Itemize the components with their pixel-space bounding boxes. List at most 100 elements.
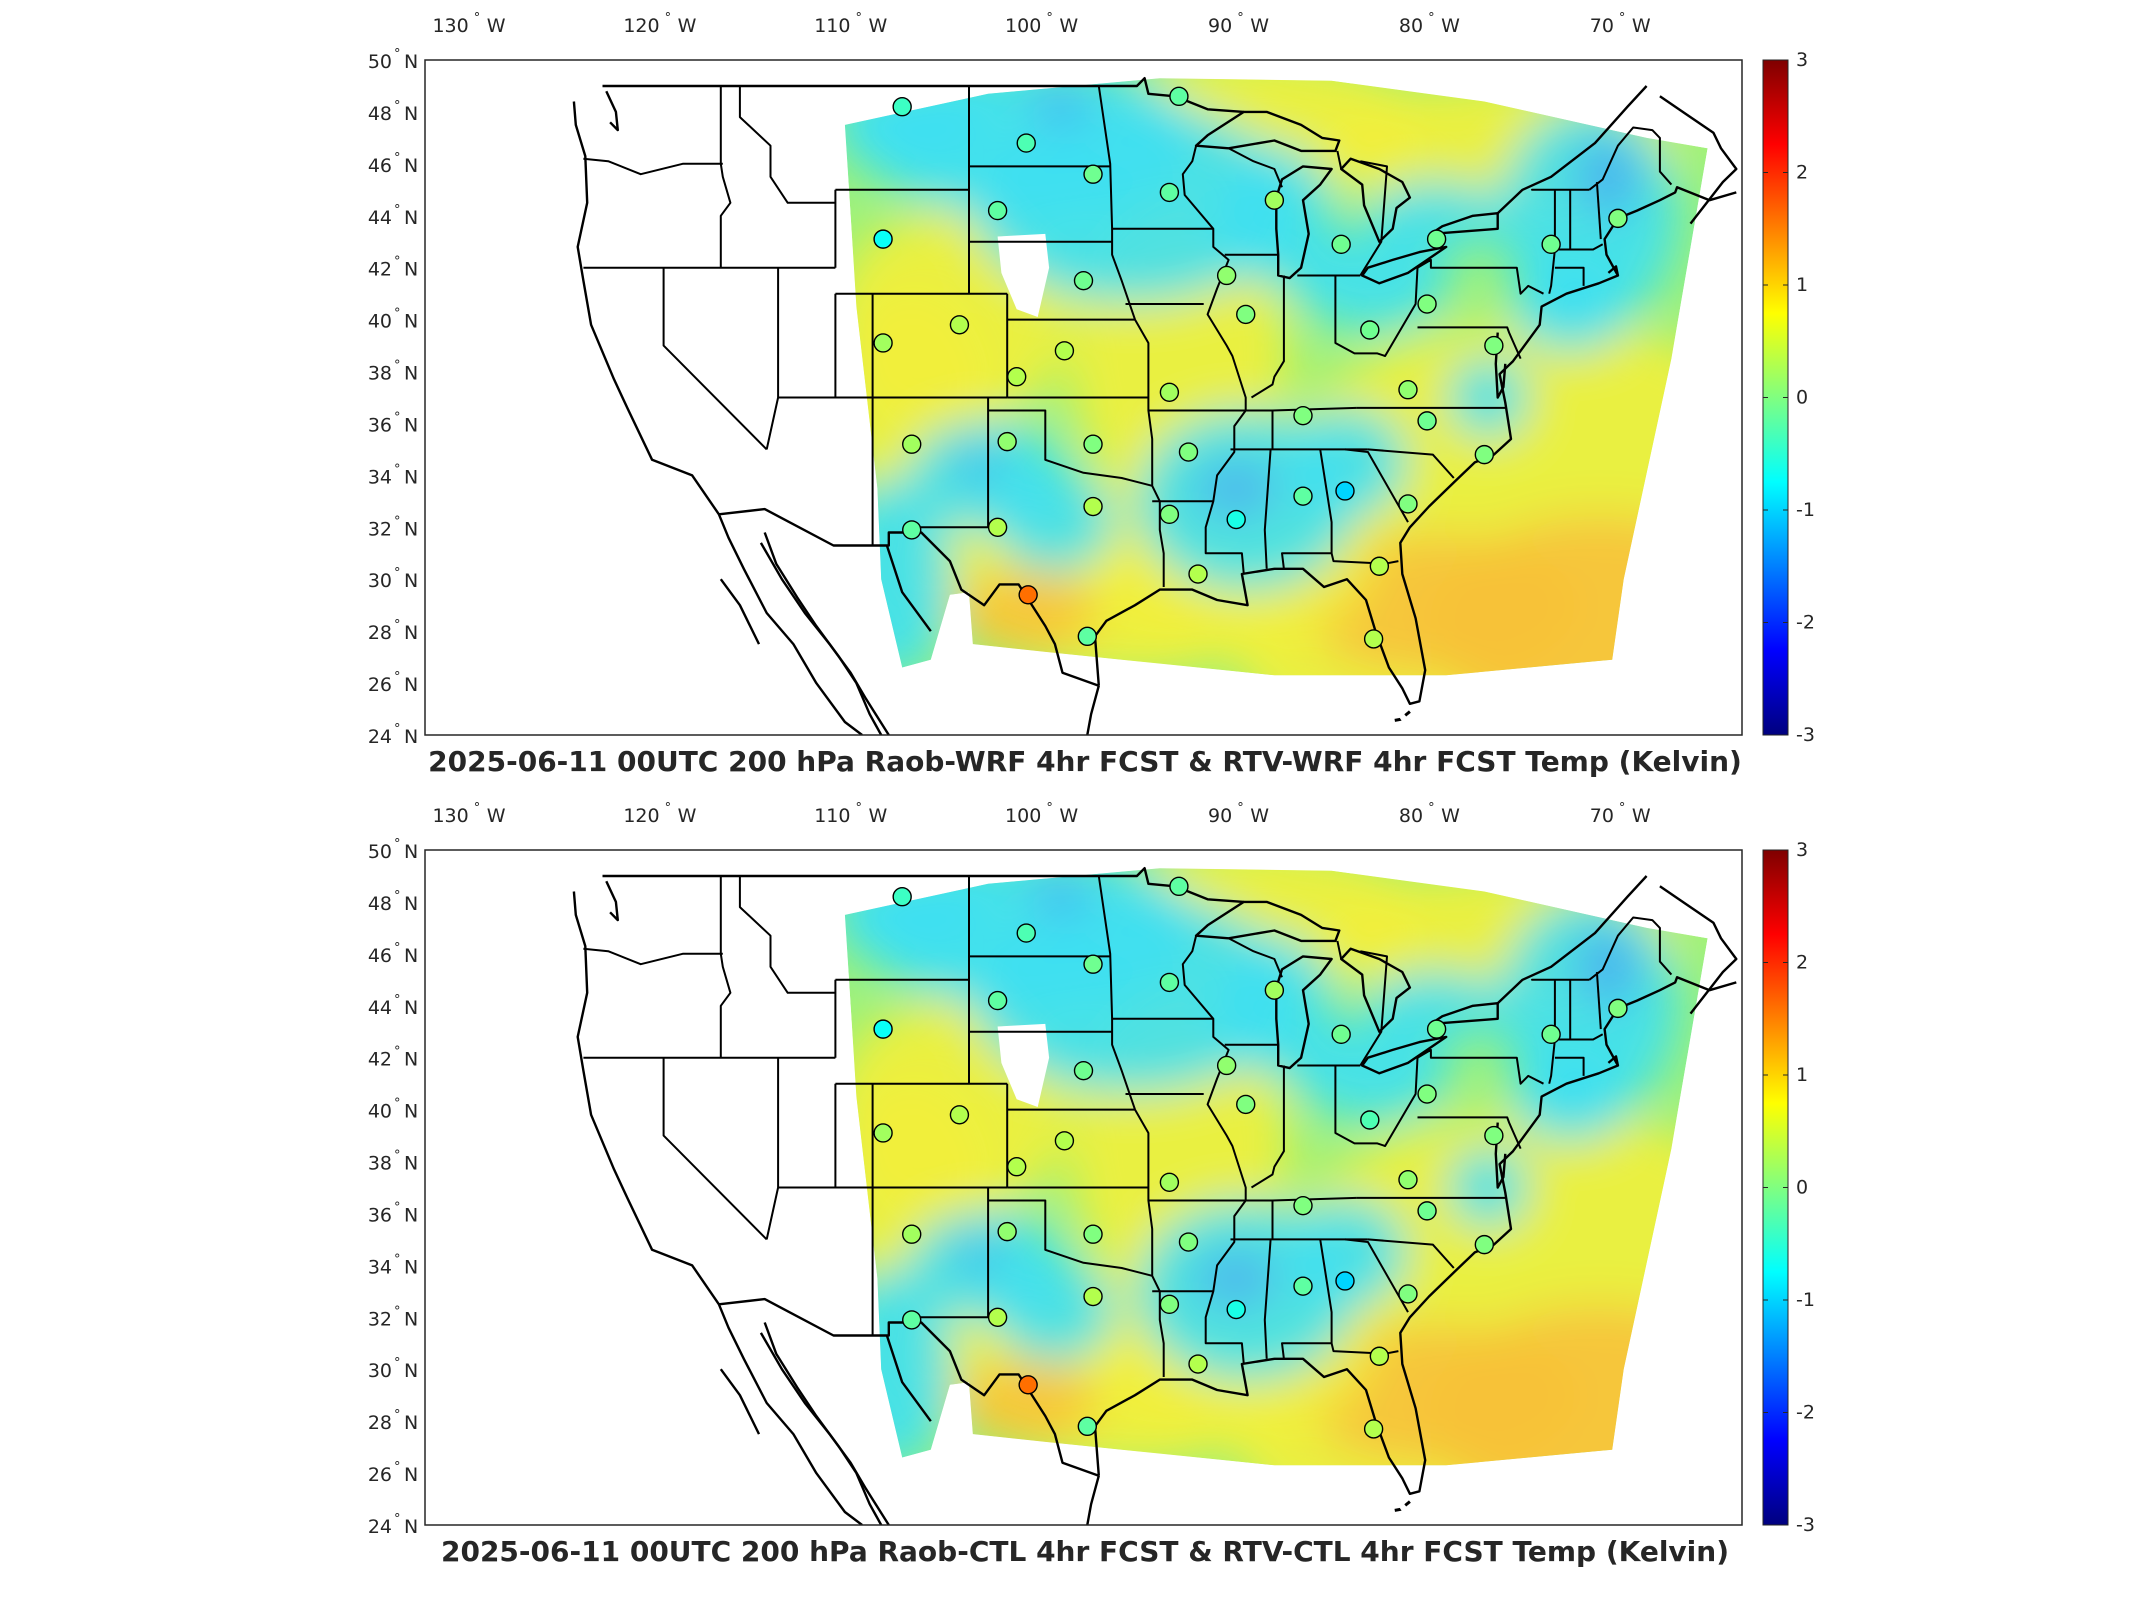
state-border-44 bbox=[1554, 1033, 1604, 1041]
great-lake-2 bbox=[1340, 947, 1412, 1033]
degree-mark: ° bbox=[665, 11, 672, 26]
raob-station-marker bbox=[1363, 1419, 1384, 1439]
raob-station-marker bbox=[1216, 265, 1237, 286]
raob-station-marker bbox=[1398, 1284, 1418, 1304]
raob-station-marker bbox=[1541, 1024, 1561, 1045]
raob-station-marker bbox=[1369, 556, 1390, 576]
raob-station-marker bbox=[1293, 486, 1313, 506]
degree-mark: ° bbox=[394, 1356, 401, 1371]
coastline-4 bbox=[1086, 1475, 1100, 1525]
coastline-10 bbox=[1607, 265, 1620, 276]
state-border-40 bbox=[1344, 1238, 1409, 1313]
field-blob-blue bbox=[1032, 878, 1089, 915]
state-border-1 bbox=[583, 947, 723, 966]
latitude-label: 50 ° N bbox=[368, 837, 418, 863]
longitude-label: 130 ° W bbox=[432, 801, 505, 827]
state-border-41 bbox=[1367, 448, 1455, 479]
degree-mark: ° bbox=[1619, 801, 1626, 816]
great-lake-0 bbox=[1194, 110, 1341, 153]
latitude-label: 32 ° N bbox=[368, 514, 418, 540]
latitude-label: 26 ° N bbox=[368, 1460, 418, 1486]
degree-mark: ° bbox=[855, 801, 862, 816]
latitude-label: 46 ° N bbox=[368, 941, 418, 967]
longitude-hemisphere: W bbox=[868, 805, 887, 827]
field-blob-orange bbox=[956, 572, 1097, 653]
coastline-6 bbox=[718, 1297, 1100, 1477]
longitude-hemisphere: W bbox=[868, 15, 887, 37]
field-blob-blue bbox=[1196, 1253, 1277, 1304]
bottom-map-panel: 130 ° W 120 ° W 110 ° W 100 ° W 90 ° W 80 ° W 70 ° W 50 ° N 48 ° N… bbox=[0, 790, 2133, 1590]
degree-mark: ° bbox=[394, 722, 401, 737]
state-border-30 bbox=[1334, 1057, 1419, 1147]
degree-mark: ° bbox=[394, 410, 401, 425]
latitude-hemisphere: N bbox=[404, 1360, 418, 1382]
raob-station-marker bbox=[1178, 442, 1199, 462]
coastline-3 bbox=[1093, 976, 1737, 1495]
latitude-label: 44 ° N bbox=[368, 203, 418, 229]
degree-mark: ° bbox=[855, 11, 862, 26]
top-map-figure: 130 ° W 120 ° W 110 ° W 100 ° W 90 ° W 80 ° W 70 ° W50 ° N48 ° N… bbox=[368, 11, 1815, 748]
state-border-42 bbox=[1548, 979, 1556, 1084]
latitude-hemisphere: N bbox=[404, 518, 418, 540]
latitude-label: 28 ° N bbox=[368, 618, 418, 644]
raob-station-marker bbox=[1169, 876, 1189, 897]
degree-mark: ° bbox=[394, 47, 401, 62]
longitude-hemisphere: W bbox=[678, 805, 697, 827]
raob-station-marker bbox=[1159, 504, 1180, 525]
latitude-label: 34 ° N bbox=[368, 462, 418, 488]
field-blob-cyan bbox=[1510, 261, 1631, 352]
coastline-2 bbox=[759, 1332, 890, 1525]
latitude-hemisphere: N bbox=[404, 1101, 418, 1123]
field-blob-blue bbox=[1578, 136, 1639, 217]
raob-station-marker bbox=[1083, 954, 1103, 974]
raob-station-marker bbox=[1236, 1094, 1256, 1115]
degree-mark: ° bbox=[394, 889, 401, 904]
raob-station-marker bbox=[1398, 494, 1418, 514]
degree-mark: ° bbox=[394, 359, 401, 374]
raob-station-marker bbox=[873, 1123, 893, 1143]
great-lake-1 bbox=[1275, 165, 1333, 280]
degree-mark: ° bbox=[1619, 11, 1626, 26]
raob-station-marker bbox=[1360, 1110, 1380, 1130]
degree-mark: ° bbox=[394, 99, 401, 114]
raob-station-marker bbox=[1398, 1170, 1418, 1190]
longitude-hemisphere: W bbox=[1441, 805, 1460, 827]
map-boundaries bbox=[572, 867, 1738, 1525]
raob-stations bbox=[873, 86, 1628, 649]
state-border-25 bbox=[1181, 145, 1247, 575]
field-blob-cyan bbox=[1286, 407, 1407, 518]
longitude-degree: 110 bbox=[814, 805, 850, 827]
state-border-43 bbox=[1554, 266, 1585, 286]
degree-mark: ° bbox=[394, 151, 401, 166]
latitude-label: 42 ° N bbox=[368, 255, 418, 281]
coastline-7 bbox=[885, 545, 932, 632]
longitude-hemisphere: W bbox=[1441, 15, 1460, 37]
raob-station-marker bbox=[997, 431, 1017, 452]
colorbar-tick-label: -3 bbox=[1796, 724, 1815, 746]
latitude-degree: 46 bbox=[368, 945, 392, 967]
raob-station-marker bbox=[1178, 1232, 1199, 1252]
raob-station-marker bbox=[1054, 341, 1075, 361]
latitude-hemisphere: N bbox=[404, 1516, 418, 1538]
state-border-6 bbox=[738, 86, 836, 204]
latitude-degree: 38 bbox=[368, 1153, 392, 1175]
raob-station-marker bbox=[1264, 190, 1285, 210]
latitude-label: 40 ° N bbox=[368, 307, 418, 333]
latitude-hemisphere: N bbox=[404, 1308, 418, 1330]
latitude-degree: 30 bbox=[368, 570, 392, 592]
longitude-hemisphere: W bbox=[678, 15, 697, 37]
state-border-3 bbox=[662, 267, 768, 451]
raob-station-marker bbox=[997, 1221, 1017, 1242]
raob-station-marker bbox=[873, 333, 893, 353]
latitude-degree: 36 bbox=[368, 414, 392, 436]
latitude-hemisphere: N bbox=[404, 311, 418, 333]
latitude-hemisphere: N bbox=[404, 674, 418, 696]
longitude-degree: 100 bbox=[1005, 805, 1041, 827]
raob-station-marker bbox=[902, 434, 922, 454]
raob-station-marker bbox=[1264, 980, 1285, 1000]
latitude-degree: 46 bbox=[368, 155, 392, 177]
degree-mark: ° bbox=[1046, 11, 1053, 26]
longitude-degree: 120 bbox=[623, 805, 659, 827]
raob-station-marker bbox=[1159, 1294, 1180, 1315]
state-border-46 bbox=[1595, 971, 1602, 1030]
